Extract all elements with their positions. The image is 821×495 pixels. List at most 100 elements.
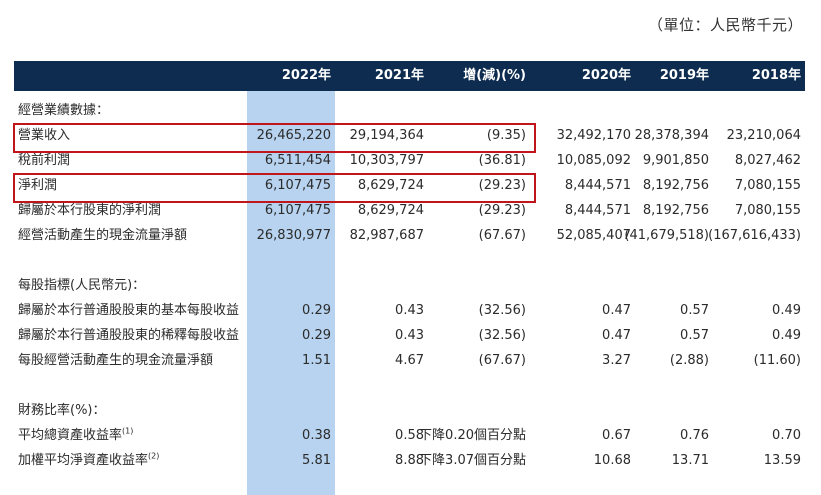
section-title-row: 財務比率(%)： — [14, 399, 805, 423]
cell-2018: 23,210,064 — [726, 128, 801, 143]
column-header-2021: 2021年 — [374, 68, 424, 83]
cell-change: (32.56) — [478, 303, 526, 318]
cell-2022: 6,107,475 — [264, 203, 331, 218]
cell-2019: 8,192,756 — [642, 178, 709, 193]
cell-2019: (41,679,518) — [624, 228, 709, 243]
cell-2018: (167,616,433) — [708, 228, 801, 243]
cell-change: 下降3.07個百分點 — [419, 453, 526, 468]
table-row: 歸屬於本行普通股股東的基本每股收益 0.29 0.43 (32.56) 0.47… — [14, 299, 805, 323]
cell-2021: 0.43 — [395, 303, 424, 318]
cell-change: (29.23) — [478, 203, 526, 218]
table-row: 加權平均淨資產收益率(2) 5.81 8.88 下降3.07個百分點 10.68… — [14, 449, 805, 473]
row-label-text: 平均總資產收益率 — [18, 428, 123, 443]
cell-2021: 8.88 — [395, 453, 424, 468]
cell-2022: 6,107,475 — [264, 178, 331, 193]
row-label: 營業收入 — [18, 128, 71, 143]
highlight-column-2022 — [247, 91, 335, 495]
cell-change: (67.67) — [478, 353, 526, 368]
annotation-box-net-profit — [13, 173, 536, 203]
cell-2020: 0.47 — [602, 328, 631, 343]
cell-2022: 6,511,454 — [264, 153, 331, 168]
cell-2018: 0.49 — [772, 303, 801, 318]
cell-2018: 7,080,155 — [734, 178, 801, 193]
cell-2022: 1.51 — [302, 353, 331, 368]
cell-2018: (11.60) — [753, 353, 801, 368]
cell-2021: 0.43 — [395, 328, 424, 343]
section-title-per-share: 每股指標(人民幣元)： — [18, 278, 146, 293]
cell-2019: 8,192,756 — [642, 203, 709, 218]
unit-label: （單位：人民幣千元） — [647, 16, 803, 34]
cell-2020: 3.27 — [602, 353, 631, 368]
cell-2020: 10.68 — [593, 453, 631, 468]
column-header-2018: 2018年 — [751, 68, 801, 83]
cell-change: (9.35) — [486, 128, 526, 143]
cell-2022: 26,465,220 — [256, 128, 331, 143]
row-label: 加權平均淨資產收益率(2) — [18, 449, 159, 473]
cell-2022: 26,830,977 — [256, 228, 331, 243]
row-label: 稅前利潤 — [18, 153, 71, 168]
row-label: 歸屬於本行股東的淨利潤 — [18, 203, 162, 218]
cell-change: (36.81) — [478, 153, 526, 168]
column-header-2020: 2020年 — [581, 68, 631, 83]
cell-2018: 13.59 — [763, 453, 801, 468]
cell-2020: 8,444,571 — [564, 178, 631, 193]
cell-2021: 10,303,797 — [349, 153, 424, 168]
table-row: 歸屬於本行股東的淨利潤 6,107,475 8,629,724 (29.23) … — [14, 199, 805, 223]
cell-change: (32.56) — [478, 328, 526, 343]
footnote-marker: (2) — [148, 451, 160, 461]
cell-2020: 0.67 — [602, 428, 631, 443]
cell-2022: 0.29 — [302, 328, 331, 343]
cell-2019: 0.76 — [680, 428, 709, 443]
cell-2019: 0.57 — [680, 328, 709, 343]
section-title-row: 每股指標(人民幣元)： — [14, 274, 805, 298]
cell-2021: 4.67 — [395, 353, 424, 368]
row-label: 經營活動產生的現金流量淨額 — [18, 228, 188, 243]
table-row: 經營活動產生的現金流量淨額 26,830,977 82,987,687 (67.… — [14, 224, 805, 248]
cell-2019: 0.57 — [680, 303, 709, 318]
row-label: 歸屬於本行普通股股東的稀釋每股收益 — [18, 328, 240, 343]
cell-2018: 7,080,155 — [734, 203, 801, 218]
cell-change: (67.67) — [478, 228, 526, 243]
cell-change: 下降0.20個百分點 — [419, 428, 526, 443]
row-label-text: 加權平均淨資產收益率 — [18, 453, 149, 468]
table-row: 歸屬於本行普通股股東的稀釋每股收益 0.29 0.43 (32.56) 0.47… — [14, 324, 805, 348]
section-title-row: 經營業績數據： — [14, 99, 805, 123]
table-row: 營業收入 26,465,220 29,194,364 (9.35) 32,492… — [14, 124, 805, 148]
cell-2022: 0.38 — [302, 428, 331, 443]
cell-2019: (2.88) — [669, 353, 709, 368]
section-title-ratios: 財務比率(%)： — [18, 403, 106, 418]
cell-2018: 8,027,462 — [734, 153, 801, 168]
row-label: 每股經營活動產生的現金流量淨額 — [18, 353, 214, 368]
section-title-operating: 經營業績數據： — [18, 103, 110, 118]
cell-change: (29.23) — [478, 178, 526, 193]
footnote-marker: (1) — [122, 426, 134, 436]
cell-2021: 82,987,687 — [349, 228, 424, 243]
table-row: 稅前利潤 6,511,454 10,303,797 (36.81) 10,085… — [14, 149, 805, 173]
column-header-2022: 2022年 — [281, 68, 331, 83]
row-label: 淨利潤 — [18, 178, 58, 193]
cell-2019: 28,378,394 — [634, 128, 709, 143]
table-row: 淨利潤 6,107,475 8,629,724 (29.23) 8,444,57… — [14, 174, 805, 198]
cell-2022: 5.81 — [302, 453, 331, 468]
table-row: 平均總資產收益率(1) 0.38 0.58 下降0.20個百分點 0.67 0.… — [14, 424, 805, 448]
cell-2022: 0.29 — [302, 303, 331, 318]
cell-2020: 10,085,092 — [556, 153, 631, 168]
cell-2021: 29,194,364 — [349, 128, 424, 143]
cell-2018: 0.49 — [772, 328, 801, 343]
cell-2019: 9,901,850 — [642, 153, 709, 168]
table-row: 每股經營活動產生的現金流量淨額 1.51 4.67 (67.67) 3.27 (… — [14, 349, 805, 373]
row-label: 平均總資產收益率(1) — [18, 424, 133, 448]
cell-2020: 0.47 — [602, 303, 631, 318]
row-label: 歸屬於本行普通股股東的基本每股收益 — [18, 303, 240, 318]
cell-2021: 8,629,724 — [357, 203, 424, 218]
cell-2018: 0.70 — [772, 428, 801, 443]
column-header-2019: 2019年 — [659, 68, 709, 83]
annotation-box-revenue — [13, 123, 536, 153]
cell-2020: 8,444,571 — [564, 203, 631, 218]
cell-2020: 52,085,407 — [556, 228, 631, 243]
cell-2021: 0.58 — [395, 428, 424, 443]
cell-2020: 32,492,170 — [556, 128, 631, 143]
cell-2019: 13.71 — [671, 453, 709, 468]
column-header-change: 增(減)(%) — [463, 68, 526, 83]
table-header: 2022年 2021年 增(減)(%) 2020年 2019年 2018年 — [14, 61, 805, 91]
